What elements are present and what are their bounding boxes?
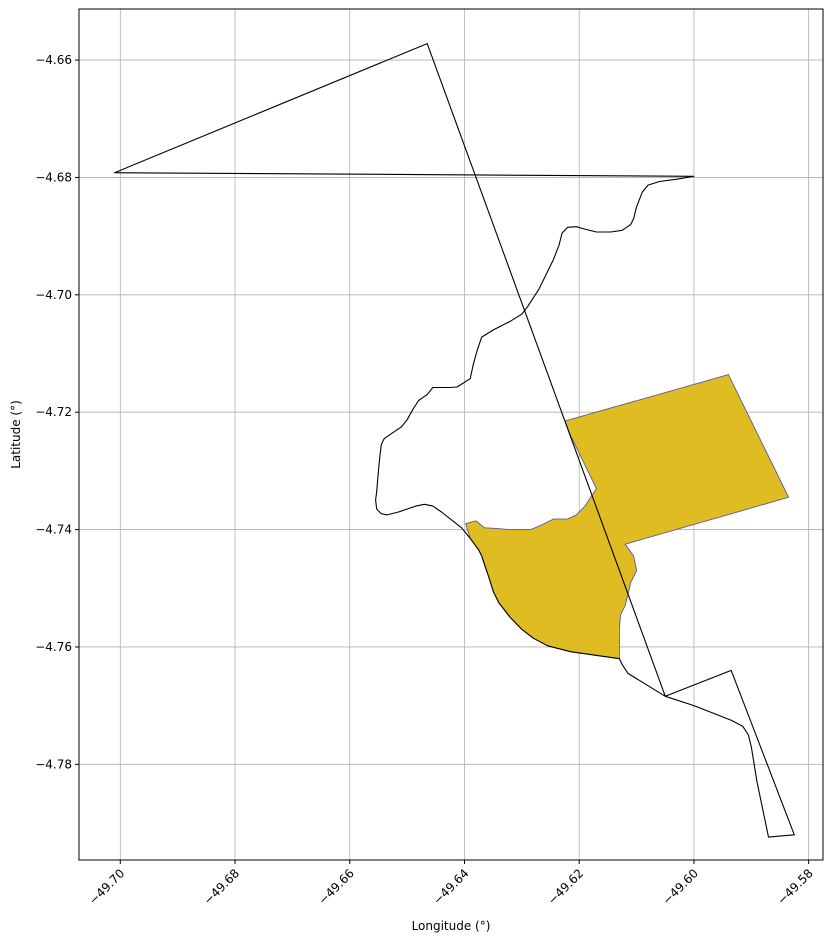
y-tick-label: −4.72 [35,405,72,419]
y-tick-label: −4.76 [35,640,72,654]
y-tick-label: −4.68 [35,170,72,184]
y-axis-label: Latitude (°) [9,400,23,469]
boundary-outline [114,43,795,838]
y-tick-label: −4.66 [35,53,72,67]
y-tick-label: −4.70 [35,288,72,302]
y-axis-ticks: −4.66 −4.68 −4.70 −4.72 −4.74 −4.76 −4.78 [35,53,79,771]
map-shapes [114,43,795,838]
y-tick-label: −4.74 [35,523,72,537]
plot-frame [78,8,824,861]
y-tick-label: −4.78 [35,757,72,771]
x-axis-label: Longitude (°) [412,919,491,933]
